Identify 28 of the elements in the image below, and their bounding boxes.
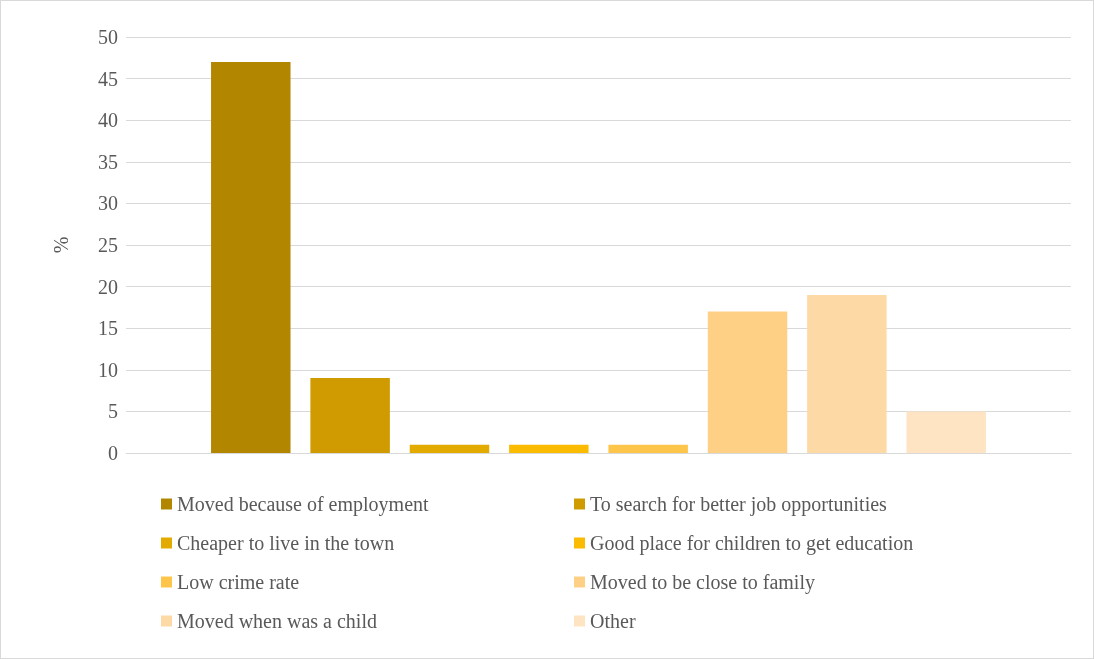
y-tick-label: 5 — [108, 400, 118, 423]
y-tick-label: 20 — [98, 275, 118, 298]
legend-label: Moved to be close to family — [590, 571, 815, 594]
legend-label: Moved when was a child — [177, 610, 377, 632]
legend-label: Cheaper to live in the town — [177, 532, 395, 555]
legend-label: Low crime rate — [177, 571, 300, 593]
y-tick-label: 40 — [98, 109, 118, 132]
bar — [608, 444, 688, 453]
bar — [906, 411, 986, 453]
y-tick-label: 10 — [98, 358, 118, 381]
bar — [409, 444, 490, 453]
y-tick-label: 50 — [98, 26, 118, 48]
bar — [211, 61, 291, 453]
bar — [310, 378, 390, 453]
legend-label: To search for better job opportunities — [590, 493, 888, 516]
y-tick-label: 45 — [98, 67, 118, 90]
legend-label: Moved because of employment — [177, 493, 430, 516]
y-tick-label: 25 — [98, 234, 118, 256]
legend-label: Good place for children to get education — [590, 532, 914, 555]
y-tick-label: 30 — [98, 192, 118, 215]
y-tick-label: 0 — [108, 442, 118, 464]
bar — [807, 294, 887, 453]
y-tick-label: 15 — [98, 317, 118, 340]
y-tick-label: 35 — [98, 150, 118, 173]
legend-label: Other — [590, 610, 636, 632]
bar — [509, 444, 589, 453]
y-axis-title: % — [50, 236, 72, 254]
bar — [707, 311, 788, 453]
